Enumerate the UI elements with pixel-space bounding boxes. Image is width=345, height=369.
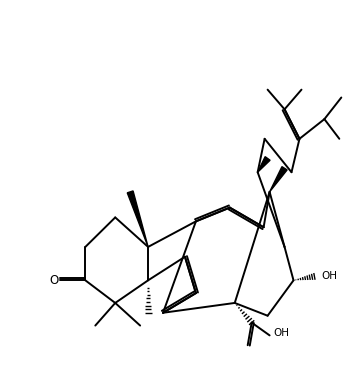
Polygon shape (269, 167, 287, 192)
Text: OH: OH (321, 270, 337, 281)
Text: OH: OH (273, 328, 289, 338)
Text: O: O (49, 274, 58, 287)
Polygon shape (127, 191, 148, 247)
Polygon shape (258, 157, 270, 172)
